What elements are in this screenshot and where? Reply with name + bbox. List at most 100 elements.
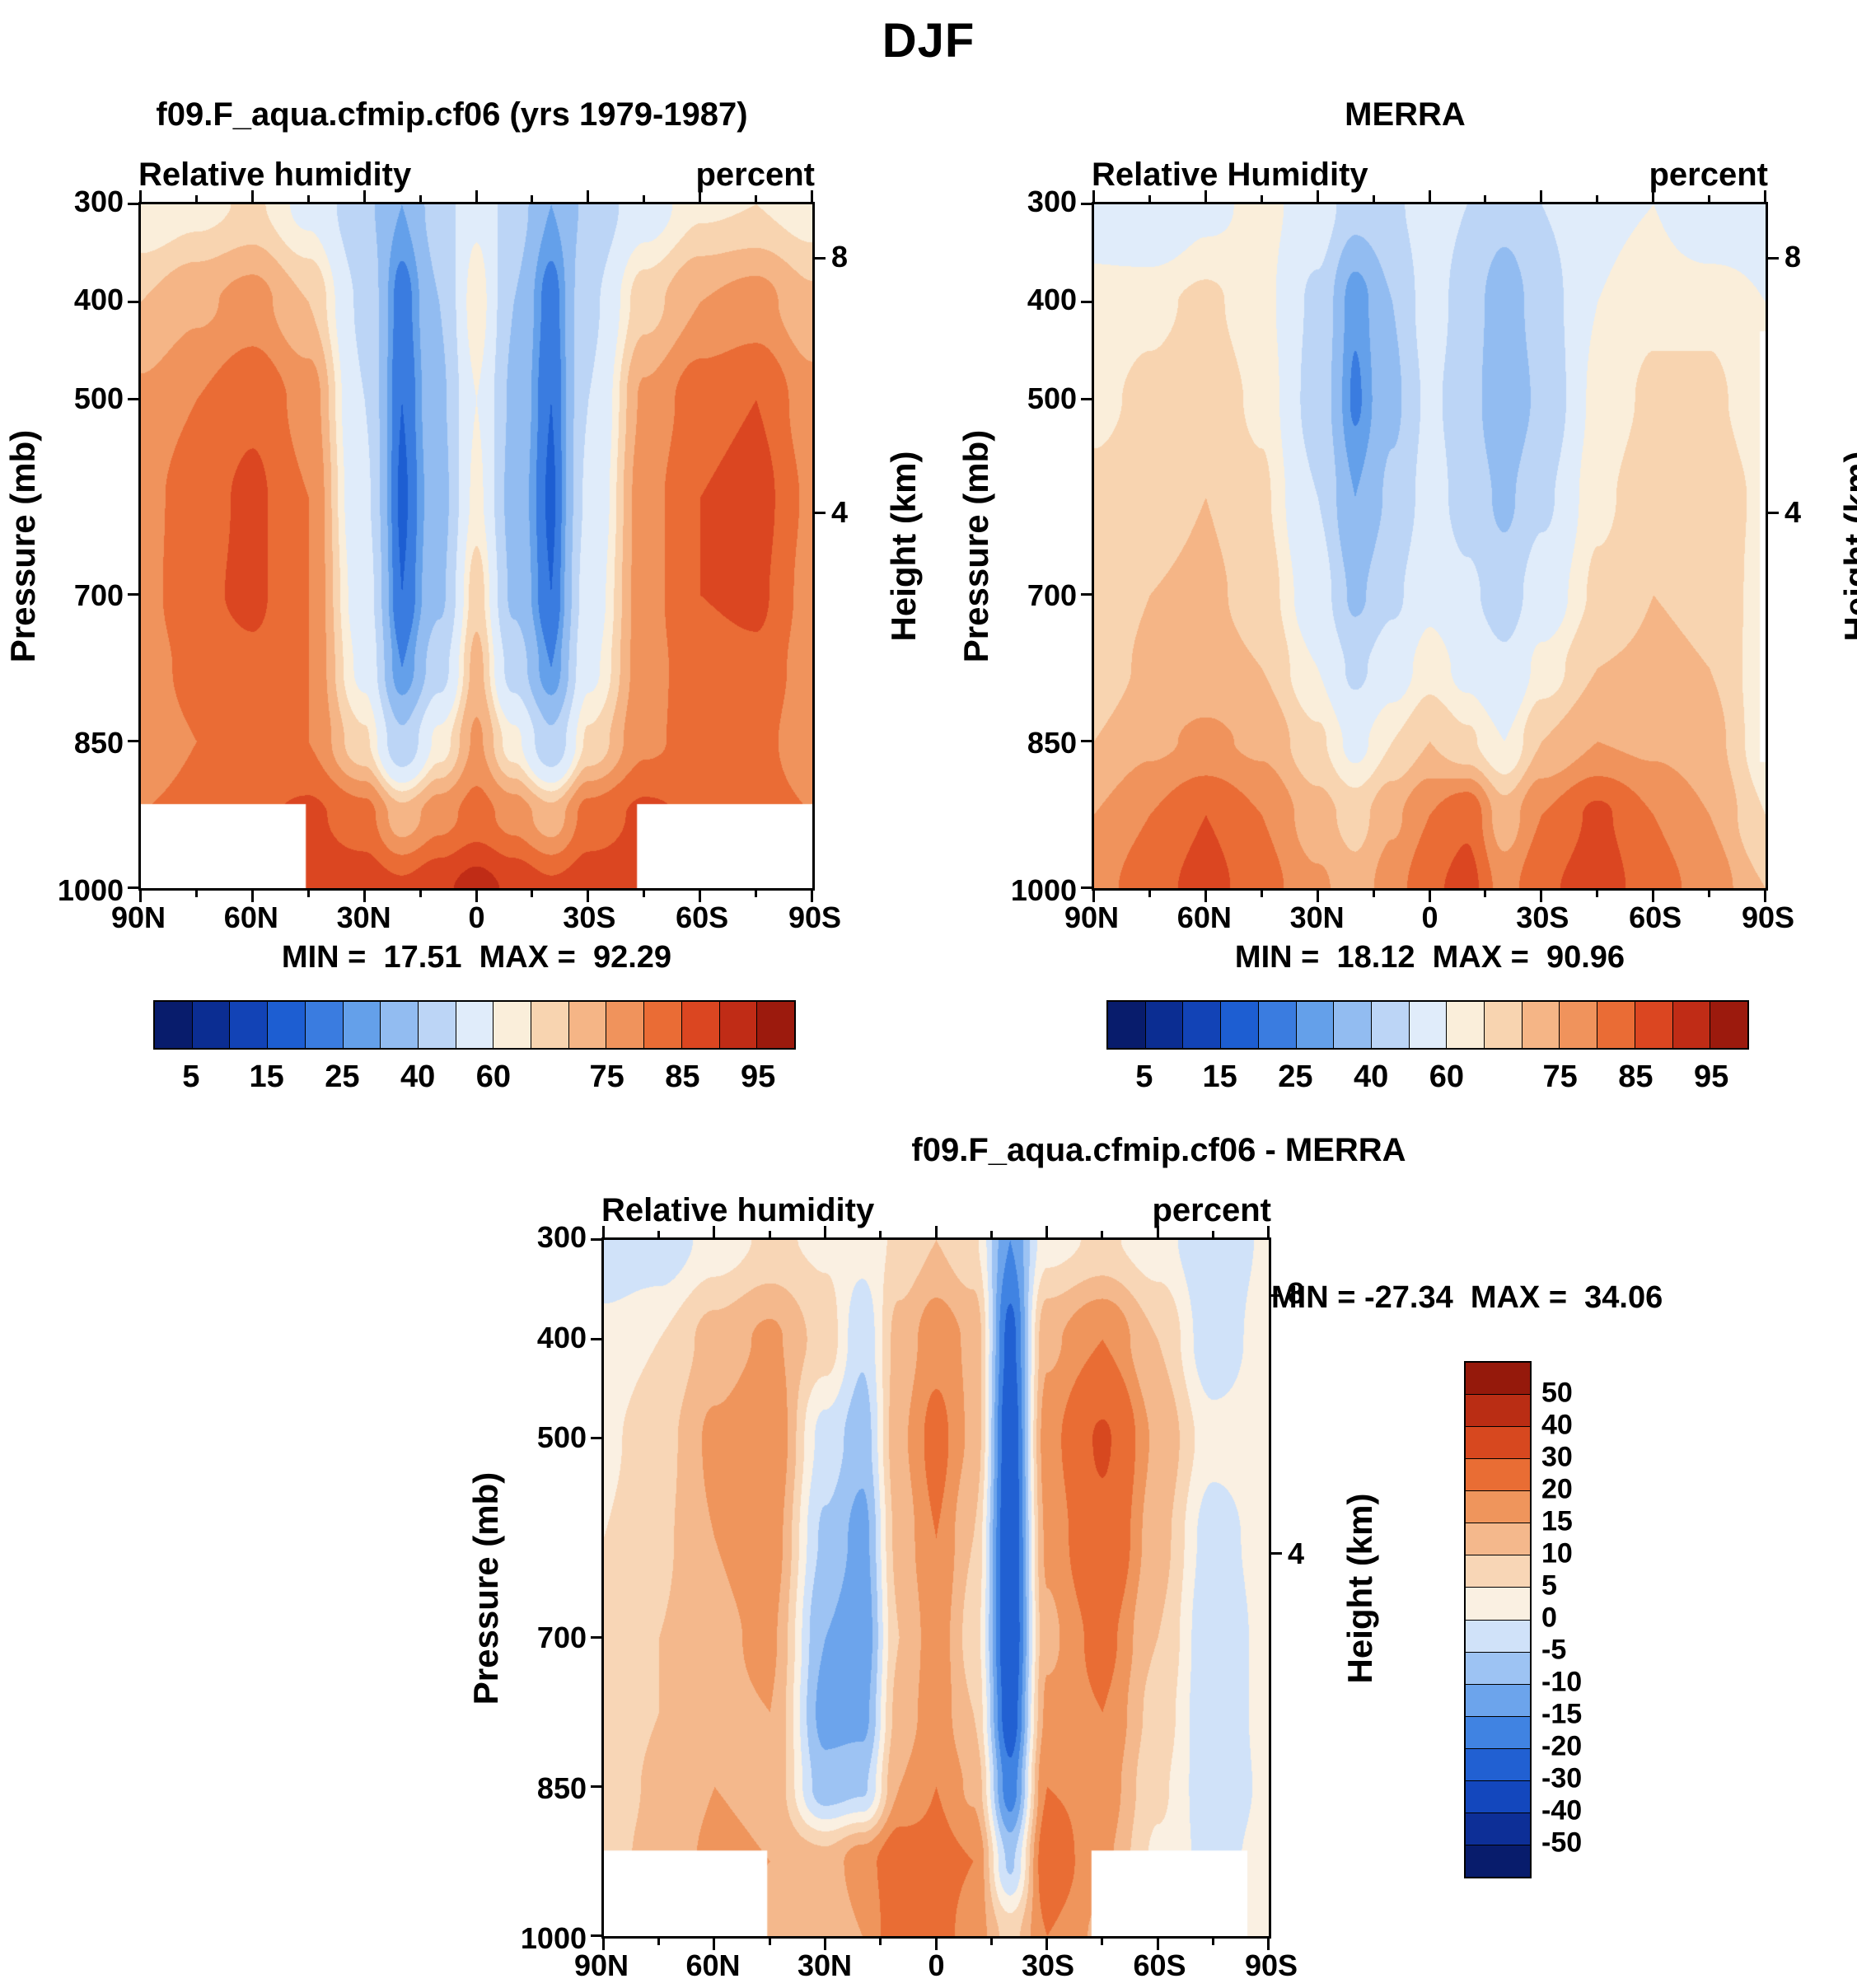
colorbar-segment: [1333, 1002, 1371, 1048]
latitude-tick: [1708, 891, 1711, 897]
height-tick: [815, 257, 826, 260]
colorbar-tick-label: 10: [1541, 1537, 1573, 1569]
latitude-tick: [419, 891, 422, 897]
colorbar-tick-label: 15: [249, 1059, 284, 1094]
latitude-tick: [250, 891, 254, 902]
pressure-tick-label: 300: [73, 185, 124, 218]
latitude-tick: [1316, 190, 1319, 202]
latitude-tick-label: 60S: [676, 900, 729, 934]
height-tick-label: 4: [1288, 1537, 1305, 1571]
colorbar-segment: [1466, 1844, 1530, 1877]
latitude-tick: [1156, 1226, 1159, 1237]
latitude-tick: [1764, 190, 1766, 202]
colorbar-segment: [304, 1002, 343, 1048]
latitude-tick: [1540, 891, 1543, 902]
height-tick: [1768, 511, 1779, 514]
latitude-tick-label: 30S: [563, 900, 616, 934]
latitude-tick: [643, 195, 646, 202]
height-axis: Height (km) 8 4: [1768, 202, 1857, 891]
latitude-axis: 90N 60N 30N 0 30S 60S 90S: [111, 891, 841, 934]
latitude-tick: [879, 1939, 882, 1945]
latitude-tick: [1484, 891, 1487, 897]
latitude-tick-label: 30N: [797, 1948, 853, 1982]
colorbar-segment: [1559, 1002, 1597, 1048]
pressure-tick: [591, 1337, 601, 1340]
units-label: percent: [1649, 157, 1769, 193]
pressure-tick-label: 300: [1027, 185, 1077, 218]
colorbar-segment: [1466, 1426, 1530, 1459]
latitude-tick: [934, 1939, 938, 1950]
latitude-tick: [934, 1226, 938, 1237]
height-tick-label: 4: [1784, 495, 1802, 530]
colorbar-model: 5 15 25 40 60 75 85 95: [153, 1000, 796, 1094]
colorbar-segment: [643, 1002, 681, 1048]
latitude-tick: [713, 1939, 716, 1950]
colorbar-segment: [1672, 1002, 1710, 1048]
latitude-tick: [250, 190, 254, 202]
panel-model-title: f09.F_aqua.cfmip.cf06 (yrs 1979-1987): [156, 96, 748, 133]
latitude-tick: [531, 195, 534, 202]
colorbar-segment: [155, 1002, 192, 1048]
contour-canvas-model: [141, 204, 812, 888]
latitude-axis: 90N 60N 30N 0 30S 60S 90S: [574, 1939, 1298, 1982]
height-tick-label: 8: [1784, 239, 1802, 274]
colorbar-segment: [1710, 1002, 1747, 1048]
height-tick: [1768, 257, 1779, 260]
pressure-tick-label: 500: [536, 1420, 587, 1455]
pressure-tick: [128, 300, 138, 303]
colorbar-tick-label: -50: [1541, 1827, 1583, 1859]
latitude-tick: [1596, 891, 1599, 897]
colorbar-tick-label: 5: [182, 1059, 200, 1094]
minmax-stats-model: MIN = 17.51 MAX = 92.29: [281, 940, 672, 975]
pressure-tick: [128, 398, 138, 401]
latitude-tick: [1156, 1939, 1159, 1950]
latitude-tick: [1428, 190, 1431, 202]
latitude-tick: [194, 891, 198, 897]
pressure-axis: Pressure (mb) 300 400 500 700 850 1000: [0, 185, 138, 907]
height-tick-label: 8: [831, 239, 849, 274]
pressure-tick: [591, 1238, 601, 1241]
contour-plot-model: [128, 190, 826, 902]
panel-diff-title: f09.F_aqua.cfmip.cf06 - MERRA: [911, 1132, 1406, 1168]
colorbar-segment: [718, 1002, 757, 1048]
pressure-tick: [1081, 203, 1092, 205]
colorbar-tick-label: 85: [1618, 1059, 1654, 1094]
units-label: percent: [1152, 1192, 1272, 1228]
colorbar-segment: [568, 1002, 606, 1048]
pressure-tick-label: 500: [73, 381, 124, 415]
pressure-tick: [1081, 593, 1092, 596]
latitude-tick: [989, 1939, 993, 1945]
colorbar-segment: [1466, 1587, 1530, 1620]
latitude-tick-label: 90S: [788, 900, 842, 934]
colorbar-tick-label: 40: [400, 1059, 436, 1094]
colorbar-tick-label: -30: [1541, 1762, 1583, 1794]
colorbar-tick-label: 20: [1541, 1473, 1573, 1505]
latitude-tick: [643, 891, 646, 897]
pressure-tick-label: 1000: [1010, 873, 1077, 907]
latitude-tick: [755, 891, 758, 897]
colorbar-segment: [681, 1002, 719, 1048]
latitude-tick: [823, 1226, 826, 1237]
colorbar-segment: [455, 1002, 493, 1048]
latitude-tick: [194, 195, 198, 202]
colorbar-tick-label: 25: [325, 1059, 360, 1094]
colorbar-segment: [1466, 1458, 1530, 1491]
colorbar-tick-label: 60: [475, 1059, 512, 1094]
colorbar-tick-label: 15: [1541, 1505, 1573, 1537]
latitude-tick-label: 60N: [1176, 900, 1232, 934]
colorbar-segment: [1466, 1523, 1530, 1555]
colorbar-segment: [1370, 1002, 1409, 1048]
latitude-tick: [139, 891, 142, 902]
latitude-tick: [823, 1939, 826, 1950]
colorbar-tick-label: 5: [1135, 1059, 1153, 1094]
colorbar-merra: 5 15 25 40 60 75 85 95: [1106, 1000, 1749, 1094]
colorbar-tick-label: 30: [1541, 1441, 1573, 1473]
colorbar-tick-label: 60: [1429, 1059, 1465, 1094]
colorbar-segment: [1257, 1002, 1296, 1048]
latitude-tick-label: 60S: [1133, 1948, 1186, 1982]
colorbar-tick-label: 85: [665, 1059, 700, 1094]
pressure-tick-label: 850: [536, 1770, 587, 1805]
pressure-tick-label: 700: [1027, 578, 1077, 612]
latitude-tick: [475, 190, 478, 202]
colorbar-segment: [1466, 1683, 1530, 1716]
